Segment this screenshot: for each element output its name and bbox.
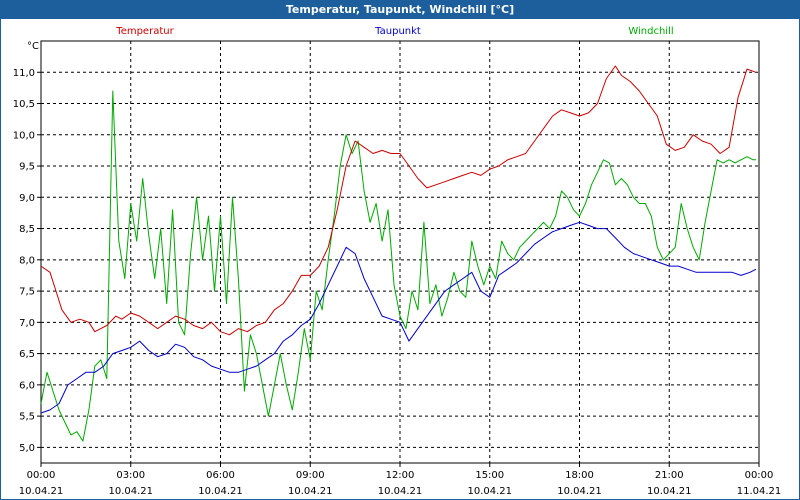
- x-tick-date: 11.04.21: [737, 486, 782, 497]
- x-tick-date: 10.04.21: [19, 486, 64, 497]
- y-tick-label: 9,5: [19, 162, 35, 173]
- y-tick-label: 6,0: [19, 380, 35, 391]
- x-tick-time: 06:00: [206, 470, 235, 481]
- y-tick-label: 9,0: [19, 193, 35, 204]
- y-tick-label: 10,0: [13, 130, 35, 141]
- legend-windchill: Windchill: [628, 26, 673, 37]
- x-tick-time: 12:00: [386, 470, 415, 481]
- y-tick-label: 5,5: [19, 412, 35, 423]
- x-tick-date: 10.04.21: [647, 486, 692, 497]
- x-tick-time: 00:00: [27, 470, 56, 481]
- gridlines: [41, 41, 759, 463]
- y-tick-label: 8,0: [19, 255, 35, 266]
- y-tick-label: 7,5: [19, 287, 35, 298]
- series-line-windchill: [40, 90, 756, 442]
- y-tick-label: 8,5: [19, 224, 35, 235]
- y-tick-label: 10,5: [13, 99, 35, 110]
- legend: Temperatur Taupunkt Windchill: [115, 26, 673, 37]
- y-axis-ticks: 5,0 5,5 6,0 6,5 7,0 7,5 8,0 8,5 9,0 9,5 10,0 10,5 11…: [13, 68, 41, 454]
- y-tick-label: 5,0: [19, 443, 35, 454]
- x-tick-time: 15:00: [475, 470, 504, 481]
- x-tick-time: 18:00: [565, 470, 594, 481]
- legend-taupunkt: Taupunkt: [374, 26, 421, 37]
- x-tick-date: 10.04.21: [108, 486, 153, 497]
- x-tick-time: 03:00: [116, 470, 145, 481]
- x-tick-date: 10.04.21: [467, 486, 512, 497]
- y-tick-label: 6,5: [19, 349, 35, 360]
- x-axis-ticks: 00:00 10.04.21 03:00 10.04.21 06:00 10.04.21 0…: [19, 463, 782, 497]
- y-tick-label: 11,0: [13, 68, 35, 79]
- series-line-taupunkt: [40, 221, 757, 414]
- series-lines: [40, 65, 757, 442]
- x-tick-date: 10.04.21: [198, 486, 243, 497]
- x-tick-time: 21:00: [655, 470, 684, 481]
- chart-title: Temperatur, Taupunkt, Windchill [°C]: [1, 1, 799, 19]
- x-tick-date: 10.04.21: [288, 486, 333, 497]
- legend-temperatur: Temperatur: [115, 26, 174, 37]
- x-tick-date: 10.04.21: [378, 486, 423, 497]
- y-tick-label: 7,0: [19, 318, 35, 329]
- x-tick-time: 09:00: [296, 470, 325, 481]
- y-axis-label: °C: [27, 41, 39, 52]
- series-line-temperatur: [40, 65, 757, 336]
- x-tick-date: 10.04.21: [557, 486, 602, 497]
- x-tick-time: 00:00: [745, 470, 774, 481]
